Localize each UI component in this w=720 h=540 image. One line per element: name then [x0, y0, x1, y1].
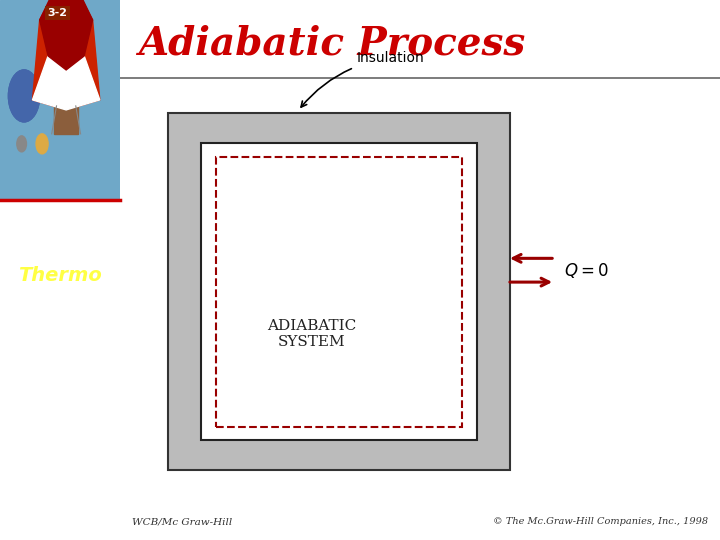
Circle shape [9, 70, 40, 122]
Polygon shape [32, 56, 100, 110]
Text: Çengel
Boles: Çengel Boles [42, 218, 78, 241]
Bar [201, 143, 477, 440]
Text: dy: dy [47, 321, 73, 340]
Circle shape [17, 136, 27, 152]
Text: © The Mc.Graw-Hill Companies, Inc., 1998: © The Mc.Graw-Hill Companies, Inc., 1998 [493, 517, 708, 526]
Bar [54, 106, 78, 134]
Circle shape [36, 134, 48, 154]
Bar [216, 157, 462, 427]
Text: Third Edition: Third Edition [27, 517, 93, 525]
Text: Thermo: Thermo [18, 266, 102, 285]
Text: Adiabatic Process: Adiabatic Process [138, 24, 526, 62]
Polygon shape [32, 0, 100, 110]
Text: $Q = 0$: $Q = 0$ [564, 261, 609, 280]
Polygon shape [40, 0, 93, 70]
Circle shape [9, 70, 40, 122]
Text: ADIABATIC
SYSTEM: ADIABATIC SYSTEM [267, 319, 356, 349]
Text: WCB/Mc Graw-Hill: WCB/Mc Graw-Hill [132, 517, 233, 526]
Text: Insulation: Insulation [301, 51, 424, 107]
Text: 3-2: 3-2 [48, 8, 68, 18]
Bar [168, 113, 510, 470]
Text: namics: namics [22, 369, 99, 388]
